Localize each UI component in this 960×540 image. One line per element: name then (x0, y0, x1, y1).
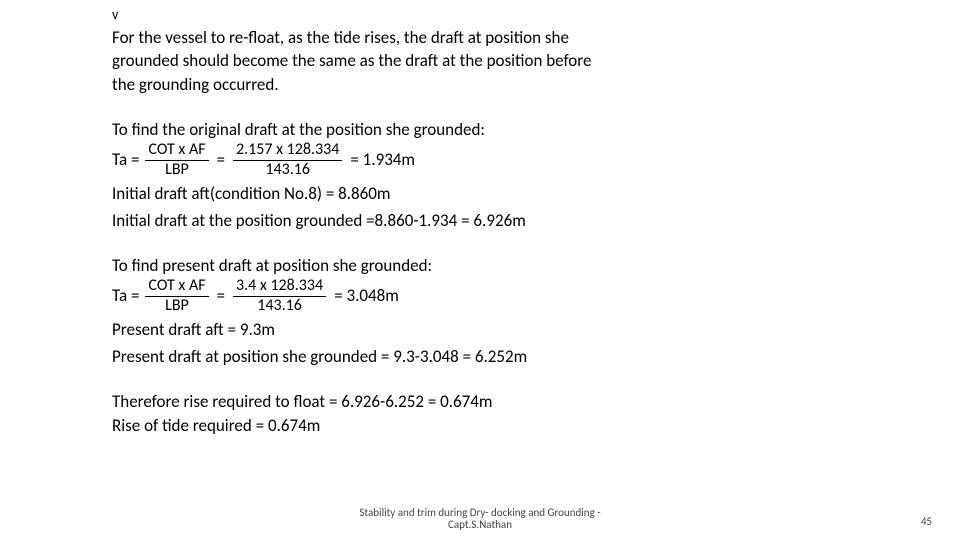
page-number: 45 (921, 515, 932, 528)
equation-1-lead: Ta = (112, 151, 139, 170)
section-1-line-1: Initial draft aft(condition No.8) = 8.86… (112, 183, 960, 204)
equation-2-fraction-1-den: LBP (162, 297, 192, 315)
equation-1: Ta = COT x AF LBP = 2.157 x 128.334 143.… (112, 142, 960, 179)
equation-2-fraction-2: 3.4 x 128.334 143.16 (233, 278, 326, 315)
footer-center-text: Stability and trim during Dry- docking a… (0, 507, 960, 532)
equation-1-tail: = 1.934m (350, 151, 415, 170)
paragraph-1-line-1: For the vessel to re-float, as the tide … (112, 27, 960, 48)
equation-2-tail: = 3.048m (334, 287, 399, 306)
section-2-line-1: Present draft aft = 9.3m (112, 319, 960, 340)
section-1-line-2: Initial draft at the position grounded =… (112, 210, 960, 231)
section-2-line-2: Present draft at position she grounded =… (112, 346, 960, 367)
equation-1-fraction-1-den: LBP (162, 161, 192, 179)
paragraph-1-line-2: grounded should become the same as the d… (112, 50, 960, 71)
equation-1-fraction-2-num: 2.157 x 128.334 (233, 142, 342, 161)
top-v-symbol: v (112, 6, 960, 23)
equation-2-fraction-2-den: 143.16 (254, 297, 305, 315)
equation-2-fraction-2-num: 3.4 x 128.334 (233, 278, 326, 297)
equation-1-fraction-2-den: 143.16 (262, 161, 313, 179)
equation-2-lead: Ta = (112, 287, 139, 306)
paragraph-1-line-3: the grounding occurred. (112, 74, 960, 95)
equation-1-mid-eq: = (217, 151, 225, 170)
equation-2: Ta = COT x AF LBP = 3.4 x 128.334 143.16… (112, 278, 960, 315)
conclusion-line-2: Rise of tide required = 0.674m (112, 415, 960, 436)
conclusion-line-1: Therefore rise required to float = 6.926… (112, 391, 960, 412)
equation-1-fraction-1-num: COT x AF (145, 142, 208, 161)
footer-line-2: Capt.S.Nathan (0, 519, 960, 532)
equation-1-fraction-1: COT x AF LBP (145, 142, 208, 179)
section-2-title: To find present draft at position she gr… (112, 255, 960, 276)
equation-2-mid-eq: = (217, 287, 225, 306)
equation-1-fraction-2: 2.157 x 128.334 143.16 (233, 142, 342, 179)
section-1-title: To find the original draft at the positi… (112, 119, 960, 140)
equation-2-fraction-1: COT x AF LBP (145, 278, 208, 315)
equation-2-fraction-1-num: COT x AF (145, 278, 208, 297)
